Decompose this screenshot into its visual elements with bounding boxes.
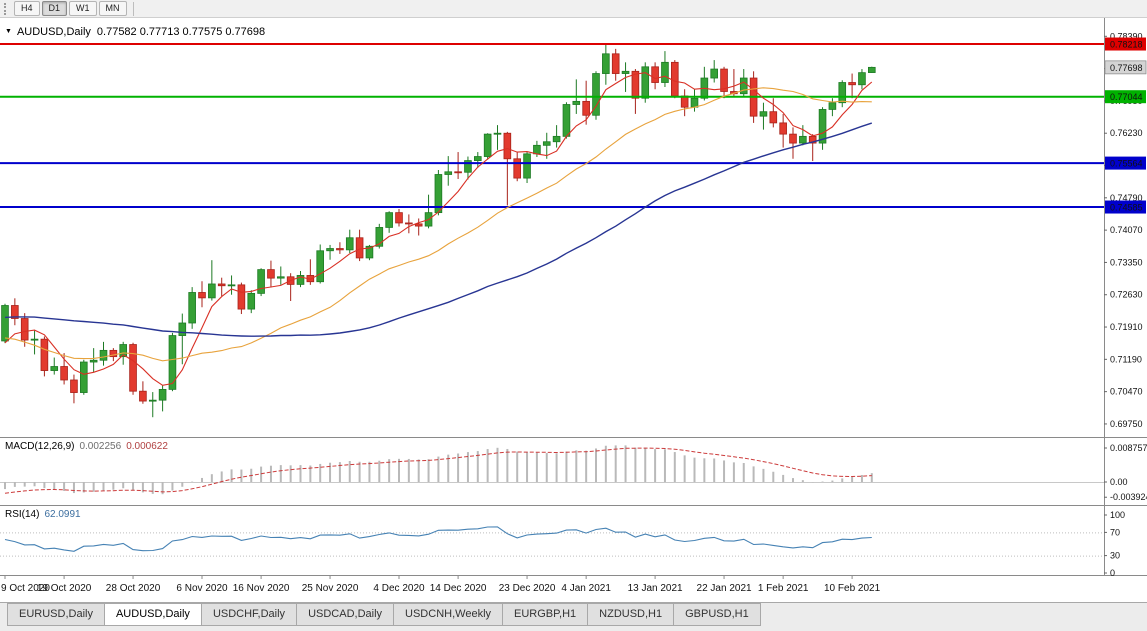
chart-title: ▼ AUDUSD,Daily 0.77582 0.77713 0.77575 0.7…: [5, 26, 265, 38]
svg-text:100: 100: [1110, 510, 1125, 520]
svg-text:0.73350: 0.73350: [1110, 257, 1143, 267]
timeframe-buttons: H4 D1 W1 MN: [14, 1, 129, 16]
svg-text:0: 0: [1110, 568, 1115, 578]
svg-text:19 Oct 2020: 19 Oct 2020: [37, 583, 92, 594]
svg-text:23 Dec 2020: 23 Dec 2020: [499, 583, 556, 594]
svg-text:0.71190: 0.71190: [1110, 354, 1142, 364]
svg-text:4 Dec 2020: 4 Dec 2020: [373, 583, 425, 594]
moving-averages-layer: [4, 72, 873, 386]
timeframe-button-w1[interactable]: W1: [69, 1, 97, 16]
tab-usdcad-daily[interactable]: USDCAD,Daily: [296, 603, 395, 626]
svg-text:14 Dec 2020: 14 Dec 2020: [430, 583, 487, 594]
rsi-panel: [4, 526, 872, 552]
svg-text:0.75564: 0.75564: [1110, 159, 1143, 169]
svg-text:0.74790: 0.74790: [1110, 193, 1143, 203]
svg-text:0.76230: 0.76230: [1110, 128, 1143, 138]
tab-nzdusd-h1[interactable]: NZDUSD,H1: [587, 603, 675, 626]
macd-panel: [4, 445, 873, 495]
svg-text:4 Jan 2021: 4 Jan 2021: [561, 583, 611, 594]
svg-text:0.78218: 0.78218: [1110, 40, 1143, 50]
svg-text:6 Nov 2020: 6 Nov 2020: [176, 583, 228, 594]
tab-eurusd-daily[interactable]: EURUSD,Daily: [7, 603, 105, 626]
chart-symbol-period: AUDUSD,Daily: [16, 26, 91, 38]
horizontal-level-lines: [0, 43, 1104, 209]
collapse-chart-icon[interactable]: ▼: [5, 28, 12, 35]
svg-text:-0.003924: -0.003924: [1110, 492, 1147, 502]
tab-usdchf-daily[interactable]: USDCHF,Daily: [200, 603, 298, 626]
svg-text:13 Jan 2021: 13 Jan 2021: [628, 583, 683, 594]
timeframe-toolbar: H4 D1 W1 MN: [0, 0, 1147, 18]
svg-text:0.77698: 0.77698: [1110, 63, 1143, 73]
tab-gbpusd-h1[interactable]: GBPUSD,H1: [673, 603, 761, 626]
chart-window: 0.783900.776700.769500.762300.755100.747…: [0, 18, 1147, 602]
svg-text:0.77044: 0.77044: [1110, 92, 1143, 102]
toolbar-separator: [132, 1, 134, 16]
svg-text:0.78390: 0.78390: [1110, 31, 1143, 41]
price-badges: 0.77698 0.78218 0.77044 0.75564 0.74585: [1104, 37, 1147, 214]
svg-text:0.008757: 0.008757: [1110, 443, 1147, 453]
svg-text:0.00: 0.00: [1110, 477, 1128, 487]
svg-text:16 Nov 2020: 16 Nov 2020: [233, 583, 290, 594]
svg-text:9 Oct 2020: 9 Oct 2020: [1, 583, 50, 594]
rsi-name: RSI(14): [5, 509, 40, 520]
chart-ohlc-values: 0.77582 0.77713 0.77575 0.77698: [96, 26, 266, 38]
svg-text:70: 70: [1110, 527, 1120, 537]
timeframe-button-d1[interactable]: D1: [41, 1, 68, 16]
price-chart-canvas[interactable]: 0.783900.776700.769500.762300.755100.747…: [0, 18, 1147, 602]
timeframe-button-mn[interactable]: MN: [98, 1, 127, 16]
macd-main-value: 0.002256: [79, 441, 122, 452]
timeframe-button-h4[interactable]: H4: [14, 1, 40, 16]
panel-borders: [0, 18, 1147, 576]
rsi-axis[interactable]: 100 70 30 0: [1104, 510, 1125, 578]
macd-signal-value: 0.000622: [126, 441, 168, 452]
tab-audusd-daily[interactable]: AUDUSD,Daily: [103, 603, 202, 626]
chart-tabs-bar: EURUSD,Daily AUDUSD,Daily USDCHF,Daily USDC…: [0, 602, 1147, 631]
svg-text:30: 30: [1110, 551, 1120, 561]
candles-layer: [1, 44, 876, 418]
toolbar-grip-handle[interactable]: [4, 2, 9, 15]
svg-text:0.72630: 0.72630: [1110, 290, 1143, 300]
svg-text:0.71910: 0.71910: [1110, 322, 1143, 332]
svg-text:22 Jan 2021: 22 Jan 2021: [697, 583, 752, 594]
svg-text:25 Nov 2020: 25 Nov 2020: [302, 583, 359, 594]
rsi-indicator-label: RSI(14) 62.0991: [5, 509, 81, 520]
svg-text:0.69750: 0.69750: [1110, 419, 1143, 429]
tab-usdcnh-weekly[interactable]: USDCNH,Weekly: [393, 603, 504, 626]
macd-indicator-label: MACD(12,26,9) 0.002256 0.000622: [5, 441, 168, 452]
svg-text:0.74585: 0.74585: [1110, 203, 1143, 213]
svg-text:10 Feb 2021: 10 Feb 2021: [824, 583, 881, 594]
svg-text:0.70470: 0.70470: [1110, 387, 1143, 397]
chart-background: [0, 18, 1147, 602]
svg-text:28 Oct 2020: 28 Oct 2020: [106, 583, 161, 594]
macd-axis[interactable]: 0.008757 0.00 -0.003924: [1104, 443, 1147, 502]
svg-text:1 Feb 2021: 1 Feb 2021: [758, 583, 809, 594]
rsi-value: 62.0991: [44, 509, 81, 520]
macd-name: MACD(12,26,9): [5, 441, 75, 452]
svg-text:0.74070: 0.74070: [1110, 225, 1143, 235]
tab-eurgbp-h1[interactable]: EURGBP,H1: [502, 603, 589, 626]
